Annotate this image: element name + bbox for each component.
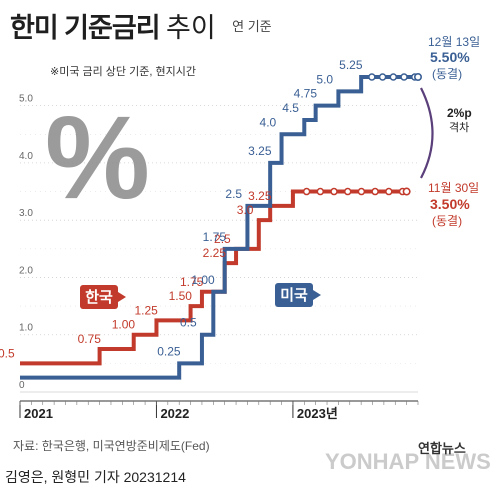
legend-usa-pointer	[313, 290, 321, 300]
series-dot	[389, 73, 398, 81]
legend-korea-pointer	[118, 292, 126, 302]
x-tick-label: 2021	[24, 406, 53, 421]
data-label: 2.5	[225, 187, 242, 201]
data-label: 1.00	[191, 273, 215, 287]
data-label: 2.5	[214, 232, 231, 246]
legend-korea-label: 한국	[85, 289, 113, 306]
series-dot	[343, 187, 352, 196]
gap-bracket	[420, 87, 434, 179]
data-label: 1.75	[180, 275, 204, 289]
korea-end-value: 3.50%	[430, 196, 470, 212]
series-dot	[357, 187, 366, 196]
usa-end-status: (동결)	[432, 67, 462, 81]
y-tick-label: 1.0	[19, 323, 33, 334]
korea-end-date: 11월 30일	[428, 181, 479, 195]
data-label: 0.75	[78, 332, 102, 346]
series-line-usa	[20, 75, 418, 380]
x-tick-label: 2023년	[297, 406, 338, 421]
series-end-dot	[413, 73, 422, 82]
usa-end-date: 12월 13일	[428, 35, 480, 49]
data-label: 0.5	[180, 316, 197, 330]
data-label: 4.75	[294, 87, 318, 101]
y-tick-label: 0	[19, 380, 25, 391]
korea-end-status: (동결)	[432, 214, 462, 228]
title-bold: 한미 기준금리	[10, 13, 161, 43]
series-dot	[378, 73, 387, 81]
title-light: 추이	[166, 13, 216, 43]
legend-usa-label: 미국	[280, 287, 308, 304]
footnote: ※미국 금리 상단 기준, 현지시간	[50, 66, 196, 78]
series-dot	[316, 187, 325, 196]
gap-value: 2%p	[447, 106, 472, 120]
data-label: 0.25	[157, 344, 181, 358]
data-label: 4.5	[282, 101, 299, 115]
legend-korea-box	[80, 285, 118, 309]
data-label: 1.00	[112, 318, 136, 332]
data-label: 0.5	[0, 346, 15, 360]
percent-decoration-icon: %	[45, 92, 150, 224]
data-label: 4.0	[260, 115, 277, 129]
data-label: 3.25	[248, 144, 272, 158]
source-text: 자료: 한국은행, 미국연방준비제도(Fed)	[13, 439, 210, 453]
watermark: YONHAP NEWS	[325, 449, 491, 474]
page-title: 한미 기준금리 추이 연 기준	[10, 6, 272, 45]
series-end-dot	[402, 187, 411, 196]
series-dot	[368, 73, 376, 81]
y-tick-label: 5.0	[19, 94, 33, 105]
unit-label: 연 기준	[232, 19, 272, 34]
data-label: 3.25	[248, 189, 272, 203]
data-label: 1.25	[134, 303, 158, 317]
y-tick-label: 2.0	[19, 265, 33, 276]
byline: 김영은, 원형민 기자 20231214	[5, 469, 186, 485]
legend-usa-box	[275, 283, 313, 307]
gap-text: 격차	[449, 121, 469, 134]
data-label: 3.0	[237, 203, 254, 217]
data-label: 2.25	[203, 246, 227, 260]
usa-end-value: 5.50%	[430, 49, 470, 65]
series-dot	[400, 73, 408, 81]
y-tick-label: 3.0	[19, 208, 33, 219]
data-label: 5.0	[316, 72, 333, 86]
data-label: 1.50	[169, 289, 193, 303]
series-dot	[385, 187, 393, 196]
yonhap-logo: 연합뉴스	[418, 441, 466, 456]
data-label: 1.75	[203, 230, 227, 244]
y-tick-label: 4.0	[19, 151, 33, 162]
series-dot	[302, 187, 311, 196]
series-dot	[371, 187, 379, 196]
data-label: 5.25	[339, 58, 363, 72]
x-tick-label: 2022	[160, 406, 189, 421]
series-dot	[330, 187, 338, 196]
